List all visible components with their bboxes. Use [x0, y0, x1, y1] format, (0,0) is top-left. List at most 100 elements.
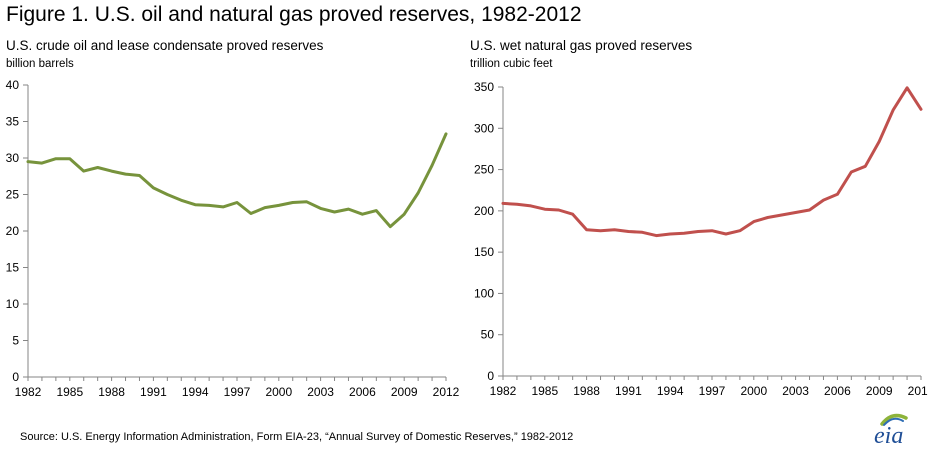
y-tick-label: 200 [474, 204, 494, 218]
y-tick-label: 20 [6, 224, 20, 238]
data-point [221, 205, 225, 209]
data-point [138, 174, 141, 177]
data-point [249, 212, 253, 215]
data-point [585, 228, 588, 232]
x-tick-label: 2009 [391, 385, 418, 399]
data-point [655, 234, 658, 237]
y-tick-label: 0 [12, 370, 19, 384]
x-tick-label: 2012 [908, 384, 928, 398]
logo-arc-green [880, 413, 908, 426]
series-line [501, 86, 923, 238]
y-tick-label: 15 [6, 261, 20, 275]
data-point [599, 229, 602, 232]
data-point [641, 231, 644, 234]
data-point [180, 199, 183, 202]
data-point [529, 204, 533, 208]
x-tick-label: 1985 [56, 385, 83, 399]
data-point [194, 203, 197, 206]
data-point [361, 213, 364, 216]
data-point [850, 170, 853, 174]
x-tick-label: 2003 [307, 385, 334, 399]
logo-arc-blue [883, 417, 904, 426]
data-point [682, 231, 686, 235]
data-point [571, 212, 574, 216]
data-point [430, 164, 434, 167]
eia-logo: eia [866, 410, 914, 449]
data-point [766, 216, 769, 219]
x-tick-label: 2012 [433, 385, 460, 399]
y-tick-label: 5 [12, 334, 19, 348]
y-tick-label: 50 [481, 328, 495, 342]
x-tick-label: 1988 [573, 384, 600, 398]
figure-title: Figure 1. U.S. oil and natural gas prove… [6, 3, 582, 26]
data-point [444, 132, 448, 136]
y-tick-label: 250 [474, 163, 494, 177]
data-point [738, 229, 742, 232]
data-point [613, 228, 616, 232]
data-point [543, 208, 546, 211]
data-point [710, 229, 714, 232]
data-point [110, 169, 113, 173]
data-point [403, 213, 406, 216]
x-tick-label: 1997 [699, 384, 726, 398]
source-note: Source: U.S. Energy Information Administ… [20, 431, 574, 443]
y-tick-label: 0 [487, 369, 494, 383]
y-tick-label: 35 [6, 115, 20, 129]
x-tick-label: 1991 [615, 384, 642, 398]
data-point [919, 108, 923, 111]
x-tick-label: 1982 [490, 384, 517, 398]
data-point [124, 172, 127, 176]
data-point [794, 211, 797, 214]
x-tick-label: 1994 [182, 385, 209, 399]
data-point [375, 209, 378, 212]
x-tick-label: 2009 [866, 384, 893, 398]
y-tick-label: 350 [474, 80, 494, 94]
data-point [557, 208, 560, 212]
data-point [96, 166, 99, 169]
data-point [780, 213, 783, 217]
data-point [207, 204, 211, 207]
data-point [864, 165, 867, 168]
data-point [669, 232, 672, 236]
data-point [305, 200, 308, 203]
data-point [891, 108, 895, 112]
x-tick-label: 1997 [224, 385, 251, 399]
x-tick-label: 1988 [98, 385, 125, 399]
data-point [836, 193, 839, 196]
data-point [724, 232, 728, 236]
data-point [808, 208, 811, 212]
oil-chart-title: U.S. crude oil and lease condensate prov… [6, 38, 324, 53]
data-point [822, 198, 825, 202]
data-point [82, 169, 85, 173]
x-tick-label: 2006 [824, 384, 851, 398]
y-tick-label: 40 [6, 78, 20, 92]
data-point [40, 161, 44, 165]
data-point [627, 230, 630, 233]
data-point [501, 202, 505, 205]
data-point [319, 207, 322, 210]
data-point [166, 193, 169, 196]
data-point [347, 207, 350, 211]
x-tick-label: 1991 [140, 385, 167, 399]
data-point [752, 220, 755, 223]
x-tick-label: 2006 [349, 385, 376, 399]
data-point [26, 160, 30, 163]
data-point [68, 157, 72, 160]
x-tick-label: 1985 [531, 384, 558, 398]
oil-chart-unit-label: billion barrels [6, 58, 74, 70]
x-tick-label: 1982 [15, 385, 42, 399]
data-point [878, 140, 881, 143]
data-point [515, 203, 519, 206]
data-point [263, 206, 267, 209]
y-tick-label: 25 [6, 188, 20, 202]
gas-chart-unit-label: trillion cubic feet [470, 58, 553, 70]
data-point [152, 186, 155, 190]
data-point [389, 225, 392, 228]
y-tick-label: 150 [474, 245, 494, 259]
y-tick-label: 10 [6, 297, 20, 311]
y-tick-label: 300 [474, 121, 494, 135]
y-tick-label: 30 [6, 151, 20, 165]
y-tick-label: 100 [474, 286, 494, 300]
